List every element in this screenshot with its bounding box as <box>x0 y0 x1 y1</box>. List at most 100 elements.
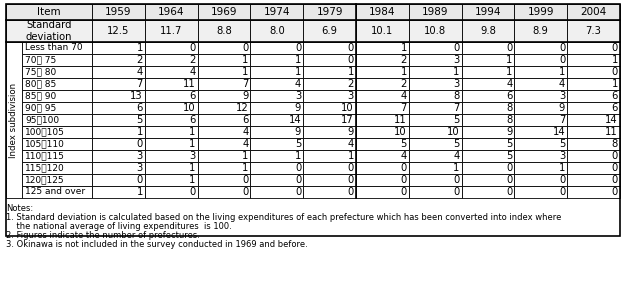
Bar <box>356 4 409 20</box>
Bar <box>250 150 303 162</box>
Text: Standard
deviation: Standard deviation <box>26 20 72 42</box>
Text: 10.1: 10.1 <box>371 26 394 36</box>
Bar <box>92 42 145 54</box>
Text: 2004: 2004 <box>580 7 607 17</box>
Text: 10: 10 <box>341 103 354 113</box>
Bar <box>409 42 461 54</box>
Text: 1: 1 <box>136 187 143 197</box>
Text: 4: 4 <box>401 91 407 101</box>
Bar <box>198 186 250 198</box>
Text: 1964: 1964 <box>158 7 185 17</box>
Text: 17: 17 <box>341 115 354 125</box>
Text: 8.9: 8.9 <box>533 26 549 36</box>
Text: 0: 0 <box>348 187 354 197</box>
Bar <box>409 114 461 126</box>
Bar <box>461 138 515 150</box>
Bar <box>198 78 250 90</box>
Text: 1: 1 <box>506 67 513 77</box>
Text: 1: 1 <box>506 55 513 65</box>
Bar <box>6 20 92 42</box>
Text: 14: 14 <box>289 115 301 125</box>
Text: 9.8: 9.8 <box>480 26 496 36</box>
Bar <box>145 150 198 162</box>
Bar <box>6 42 22 198</box>
Text: 0: 0 <box>401 175 407 185</box>
Text: 105～110: 105～110 <box>25 140 65 149</box>
Text: 4: 4 <box>506 79 513 89</box>
Bar <box>198 138 250 150</box>
Text: 1: 1 <box>559 163 565 173</box>
Bar <box>145 162 198 174</box>
Bar <box>409 90 461 102</box>
Text: 0: 0 <box>506 175 513 185</box>
Text: 5: 5 <box>453 115 459 125</box>
Bar <box>409 126 461 138</box>
Bar <box>356 20 409 42</box>
Text: 1999: 1999 <box>528 7 554 17</box>
Bar <box>515 138 567 150</box>
Text: 1: 1 <box>559 67 565 77</box>
Bar <box>145 4 198 20</box>
Text: 9: 9 <box>242 91 249 101</box>
Text: 2: 2 <box>347 79 354 89</box>
Bar <box>409 66 461 78</box>
Text: 5: 5 <box>295 139 301 149</box>
Text: 6.9: 6.9 <box>322 26 337 36</box>
Text: 90～ 95: 90～ 95 <box>25 103 56 112</box>
Text: 0: 0 <box>242 175 249 185</box>
Bar <box>145 174 198 186</box>
Text: 4: 4 <box>242 127 249 137</box>
Bar <box>22 174 92 186</box>
Text: 6: 6 <box>612 103 618 113</box>
Bar <box>303 4 356 20</box>
Bar <box>250 90 303 102</box>
Bar <box>250 114 303 126</box>
Text: 1: 1 <box>295 151 301 161</box>
Text: 3. Okinawa is not included in the survey conducted in 1969 and before.: 3. Okinawa is not included in the survey… <box>6 240 308 249</box>
Bar <box>303 126 356 138</box>
Bar <box>303 66 356 78</box>
Text: 0: 0 <box>612 43 618 53</box>
Text: 0: 0 <box>559 43 565 53</box>
Text: 2: 2 <box>401 55 407 65</box>
Bar <box>22 138 92 150</box>
Bar <box>515 66 567 78</box>
Text: 10: 10 <box>394 127 407 137</box>
Text: 8: 8 <box>453 91 459 101</box>
Text: 1: 1 <box>242 55 249 65</box>
Text: 1969: 1969 <box>211 7 237 17</box>
Text: 1: 1 <box>453 163 459 173</box>
Bar <box>303 42 356 54</box>
Bar <box>461 126 515 138</box>
Bar <box>250 20 303 42</box>
Bar <box>6 4 620 236</box>
Bar <box>92 102 145 114</box>
Bar <box>356 66 409 78</box>
Text: 6: 6 <box>189 115 195 125</box>
Bar <box>567 138 620 150</box>
Bar <box>303 102 356 114</box>
Bar <box>567 186 620 198</box>
Bar <box>461 186 515 198</box>
Text: 7: 7 <box>242 79 249 89</box>
Text: 14: 14 <box>605 115 618 125</box>
Text: 4: 4 <box>136 67 143 77</box>
Text: Index subdivision: Index subdivision <box>9 82 19 158</box>
Text: 12: 12 <box>235 103 249 113</box>
Bar <box>22 78 92 90</box>
Text: 1: 1 <box>242 67 249 77</box>
Bar <box>145 102 198 114</box>
Bar <box>22 186 92 198</box>
Bar <box>409 150 461 162</box>
Text: Less than 70: Less than 70 <box>25 44 83 53</box>
Bar <box>515 162 567 174</box>
Text: 4: 4 <box>242 139 249 149</box>
Bar <box>356 42 409 54</box>
Bar <box>303 150 356 162</box>
Text: 0: 0 <box>295 43 301 53</box>
Text: 0: 0 <box>506 163 513 173</box>
Text: 120～125: 120～125 <box>25 175 64 185</box>
Bar <box>198 20 250 42</box>
Bar <box>22 150 92 162</box>
Text: 1: 1 <box>295 55 301 65</box>
